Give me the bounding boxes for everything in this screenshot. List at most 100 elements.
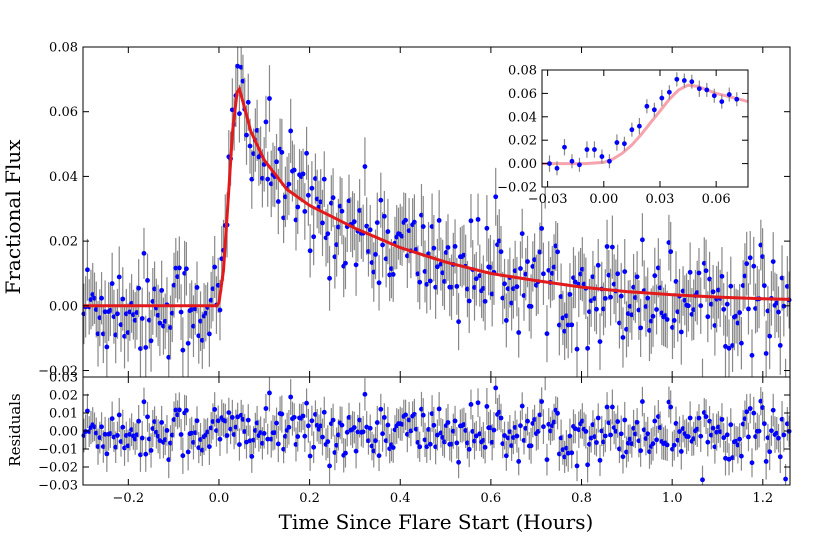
main-point — [436, 218, 442, 223]
main-point — [351, 219, 357, 225]
main-point — [454, 283, 460, 289]
residual-point — [634, 419, 640, 425]
residual-point — [516, 459, 522, 464]
residual-point — [650, 441, 656, 447]
main-point — [374, 220, 380, 225]
main-point — [678, 329, 684, 335]
main-point — [645, 295, 651, 301]
main-point — [120, 296, 126, 302]
residual-point — [749, 460, 755, 466]
residual-point — [597, 457, 603, 463]
main-point — [217, 307, 223, 313]
residual-point — [781, 432, 787, 438]
main-point — [544, 331, 550, 337]
residual-point — [544, 457, 550, 463]
main-point — [295, 204, 301, 210]
main-point — [362, 164, 368, 169]
main-point — [307, 248, 313, 254]
main-point — [339, 208, 345, 214]
residual-point — [148, 448, 154, 453]
main-point — [516, 330, 522, 335]
main-point — [275, 199, 281, 204]
inset-point — [689, 79, 695, 85]
residual-point — [159, 420, 165, 425]
main-point — [539, 226, 545, 231]
residual-point — [143, 451, 149, 457]
residual-xtick-label: 1.0 — [662, 491, 683, 506]
residual-point — [362, 391, 368, 397]
main-point — [85, 267, 90, 273]
main-point — [518, 266, 523, 271]
main-point — [288, 128, 294, 134]
inset-points — [547, 72, 740, 176]
inset-point — [666, 89, 672, 95]
residual-point — [145, 414, 150, 420]
residual-point — [427, 441, 433, 447]
main-point — [353, 262, 359, 268]
residual-point — [763, 459, 769, 464]
main-point — [724, 301, 730, 307]
residual-point — [640, 399, 645, 404]
residual-point — [555, 410, 560, 416]
main-point — [698, 303, 704, 309]
main-point — [194, 285, 200, 290]
residual-point — [719, 416, 725, 422]
residual-point — [305, 423, 311, 429]
residual-point — [136, 418, 142, 424]
residual-point — [652, 418, 658, 424]
main-point — [640, 237, 645, 243]
residual-point — [263, 406, 269, 411]
residual-point — [321, 409, 327, 415]
inset-point — [644, 103, 650, 109]
residual-point — [183, 408, 189, 413]
main-point — [685, 303, 691, 309]
residual-point — [295, 434, 301, 439]
residual-point — [746, 434, 751, 440]
main-point — [456, 319, 461, 325]
residual-point — [99, 424, 104, 430]
residual-point — [378, 406, 384, 412]
main-point — [403, 217, 408, 223]
main-point — [302, 209, 308, 214]
main-point — [696, 270, 702, 276]
main-point — [738, 340, 744, 346]
inset-ytick-label: −0.02 — [497, 181, 537, 196]
residual-point — [385, 422, 391, 428]
residual-point — [703, 414, 709, 420]
inset-point — [711, 93, 717, 99]
main-point — [434, 264, 440, 270]
residual-point — [291, 414, 297, 420]
main-point — [321, 176, 327, 182]
main-ytick-label: 0.08 — [49, 41, 78, 56]
residual-point — [431, 422, 437, 428]
main-point — [634, 274, 640, 280]
main-point — [102, 309, 108, 315]
residual-point — [380, 431, 385, 437]
residuals-panel: −0.2 0.0 0.2 0.4 0.6 0.8 1.0 1.2 −0.03 −0.02 −0.01… — [38, 371, 792, 506]
residual-point — [677, 429, 682, 434]
main-point — [503, 318, 509, 323]
residual-ytick-label: −0.01 — [38, 443, 78, 458]
residual-point — [185, 449, 191, 455]
residual-point — [206, 444, 212, 450]
residual-ytick-label: 0.01 — [49, 407, 78, 422]
main-ytick-label: 0.06 — [49, 105, 78, 120]
x-axis-label: Time Since Flare Start (Hours) — [279, 510, 594, 534]
residual-point — [454, 440, 460, 446]
residual-point — [325, 439, 331, 445]
residual-point — [473, 433, 479, 439]
residual-point — [445, 420, 451, 425]
residual-point — [696, 415, 702, 421]
main-point — [468, 218, 474, 224]
residual-point — [330, 417, 336, 423]
main-point — [710, 289, 716, 295]
inset-frame — [541, 69, 749, 188]
inset-panel: −0.03 0.00 0.03 0.06 −0.02 0.00 0.02 0.04 0.06 0.… — [497, 64, 749, 207]
inset-point — [696, 86, 702, 92]
residual-point — [304, 400, 309, 406]
residual-point — [609, 404, 615, 410]
main-point — [594, 306, 599, 312]
main-point — [145, 278, 150, 283]
residual-point — [594, 440, 599, 445]
